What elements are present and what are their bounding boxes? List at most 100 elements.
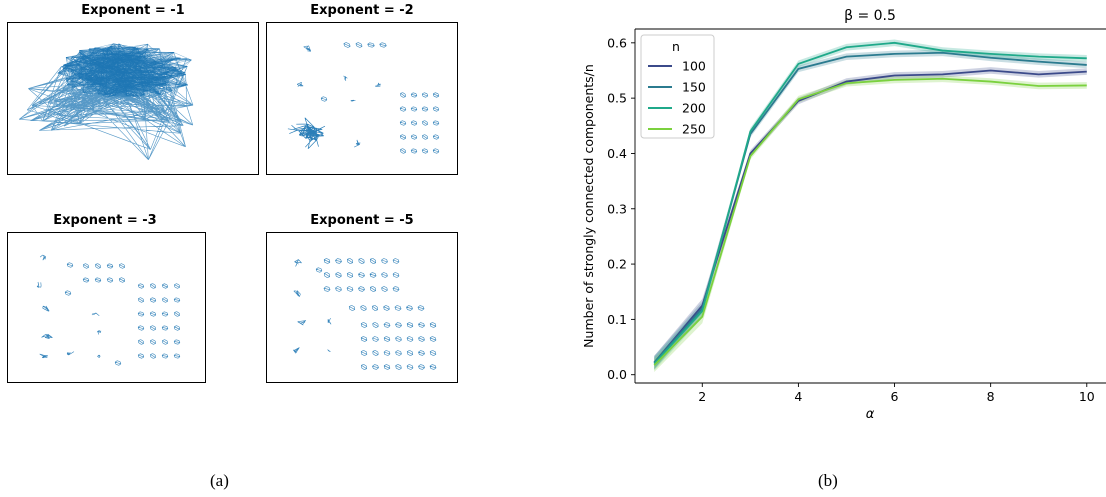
network-edges: [347, 258, 353, 264]
legend: n 100 150 200 250: [640, 34, 715, 139]
network-edges: [297, 320, 307, 326]
network-edges: [82, 277, 90, 283]
network-edges: [287, 117, 326, 149]
network-edges: [370, 286, 376, 292]
series-line-n-100: [653, 69, 1087, 364]
network-edges: [293, 290, 301, 297]
panel-a-caption: (a): [210, 471, 229, 490]
network-edges: [432, 134, 440, 140]
network-edges: [36, 281, 42, 288]
y-tick-label: 0.5: [607, 91, 627, 106]
y-ticks: 0.0 0.1 0.2 0.3 0.4 0.5 0.6: [607, 35, 635, 382]
network-components: [287, 42, 440, 154]
network-edges: [350, 99, 356, 102]
network-edges: [348, 305, 356, 311]
network-edges: [372, 336, 379, 342]
network-edges: [360, 305, 367, 311]
y-tick-label: 0.4: [607, 146, 627, 161]
network-edges: [161, 311, 169, 317]
panel-b-caption: (b): [818, 471, 838, 490]
network-edges: [395, 336, 402, 342]
network-edges: [421, 106, 429, 112]
network-edges: [174, 311, 180, 317]
network-edges: [324, 272, 330, 278]
y-tick-label: 0.3: [607, 201, 627, 216]
network-edges: [410, 106, 418, 112]
network-edges: [346, 272, 354, 278]
x-tick-label: 4: [794, 389, 802, 404]
x-tick-label: 10: [1079, 389, 1095, 404]
network-edges: [367, 42, 375, 48]
network-edges: [410, 120, 418, 126]
network-edges: [392, 258, 400, 264]
network-edges: [149, 311, 157, 317]
network-edges: [379, 42, 387, 48]
x-axis-label: α: [866, 407, 875, 422]
network-edges: [381, 272, 388, 278]
graph-title-exp-3: Exponent = -3: [53, 213, 157, 228]
network-edges: [375, 82, 382, 87]
network-edges: [41, 333, 53, 339]
network-edges: [400, 148, 406, 154]
legend-label-250: 250: [682, 122, 706, 137]
network-edges: [361, 364, 367, 370]
network-edges: [358, 272, 365, 278]
network-edges: [399, 120, 407, 126]
network-edges: [320, 96, 328, 102]
network-edges: [358, 286, 365, 292]
network-edges: [372, 305, 378, 311]
network-edges: [410, 92, 418, 98]
network-edges: [119, 277, 125, 283]
network-edges: [138, 297, 144, 303]
network-edges: [173, 297, 181, 303]
network-edges: [395, 350, 402, 356]
network-edges: [399, 106, 407, 112]
x-tick-label: 6: [891, 389, 899, 404]
network-edges: [39, 254, 46, 261]
network-edges: [83, 263, 89, 269]
network-edges: [119, 263, 125, 269]
network-edges: [353, 139, 361, 148]
network-edges: [395, 322, 402, 328]
network-edges: [381, 286, 388, 292]
legend-label-100: 100: [682, 59, 706, 74]
network-edges: [106, 263, 114, 269]
network-edges: [137, 283, 145, 289]
network-edges: [173, 353, 181, 359]
network-edges: [18, 43, 194, 161]
network-edges: [422, 134, 428, 140]
network-plot-exp-5: [266, 232, 458, 383]
network-edges: [392, 286, 400, 292]
network-edges: [162, 339, 168, 345]
network-edges: [400, 92, 406, 98]
network-edges: [294, 259, 302, 267]
network-edges: [137, 353, 145, 359]
network-plot-exp-3: [7, 232, 206, 383]
y-tick-label: 0.1: [607, 312, 627, 327]
network-edges: [360, 322, 368, 328]
series-lines: [653, 41, 1087, 366]
network-edges: [355, 42, 363, 48]
network-edges: [327, 318, 332, 325]
x-ticks: 2 4 6 8 10: [698, 383, 1095, 404]
network-edges: [360, 350, 368, 356]
network-edges: [429, 350, 437, 356]
network-edges: [406, 336, 414, 342]
network-edges: [95, 263, 101, 269]
network-edges: [383, 305, 390, 311]
y-tick-label: 0.2: [607, 257, 627, 272]
chart-title: β = 0.5: [844, 8, 896, 24]
network-edges: [327, 349, 331, 352]
network-drawing-exp-1: [18, 43, 194, 161]
network-plot-exp-1: [7, 22, 259, 175]
network-edges: [369, 272, 377, 278]
network-edges: [149, 297, 157, 303]
network-edges: [150, 283, 156, 289]
network-edges: [383, 322, 391, 328]
network-edges: [174, 325, 180, 331]
network-hairball: [18, 43, 194, 161]
network-edges: [106, 277, 114, 283]
network-edges: [150, 353, 156, 359]
network-plot-exp-2: [266, 22, 458, 175]
